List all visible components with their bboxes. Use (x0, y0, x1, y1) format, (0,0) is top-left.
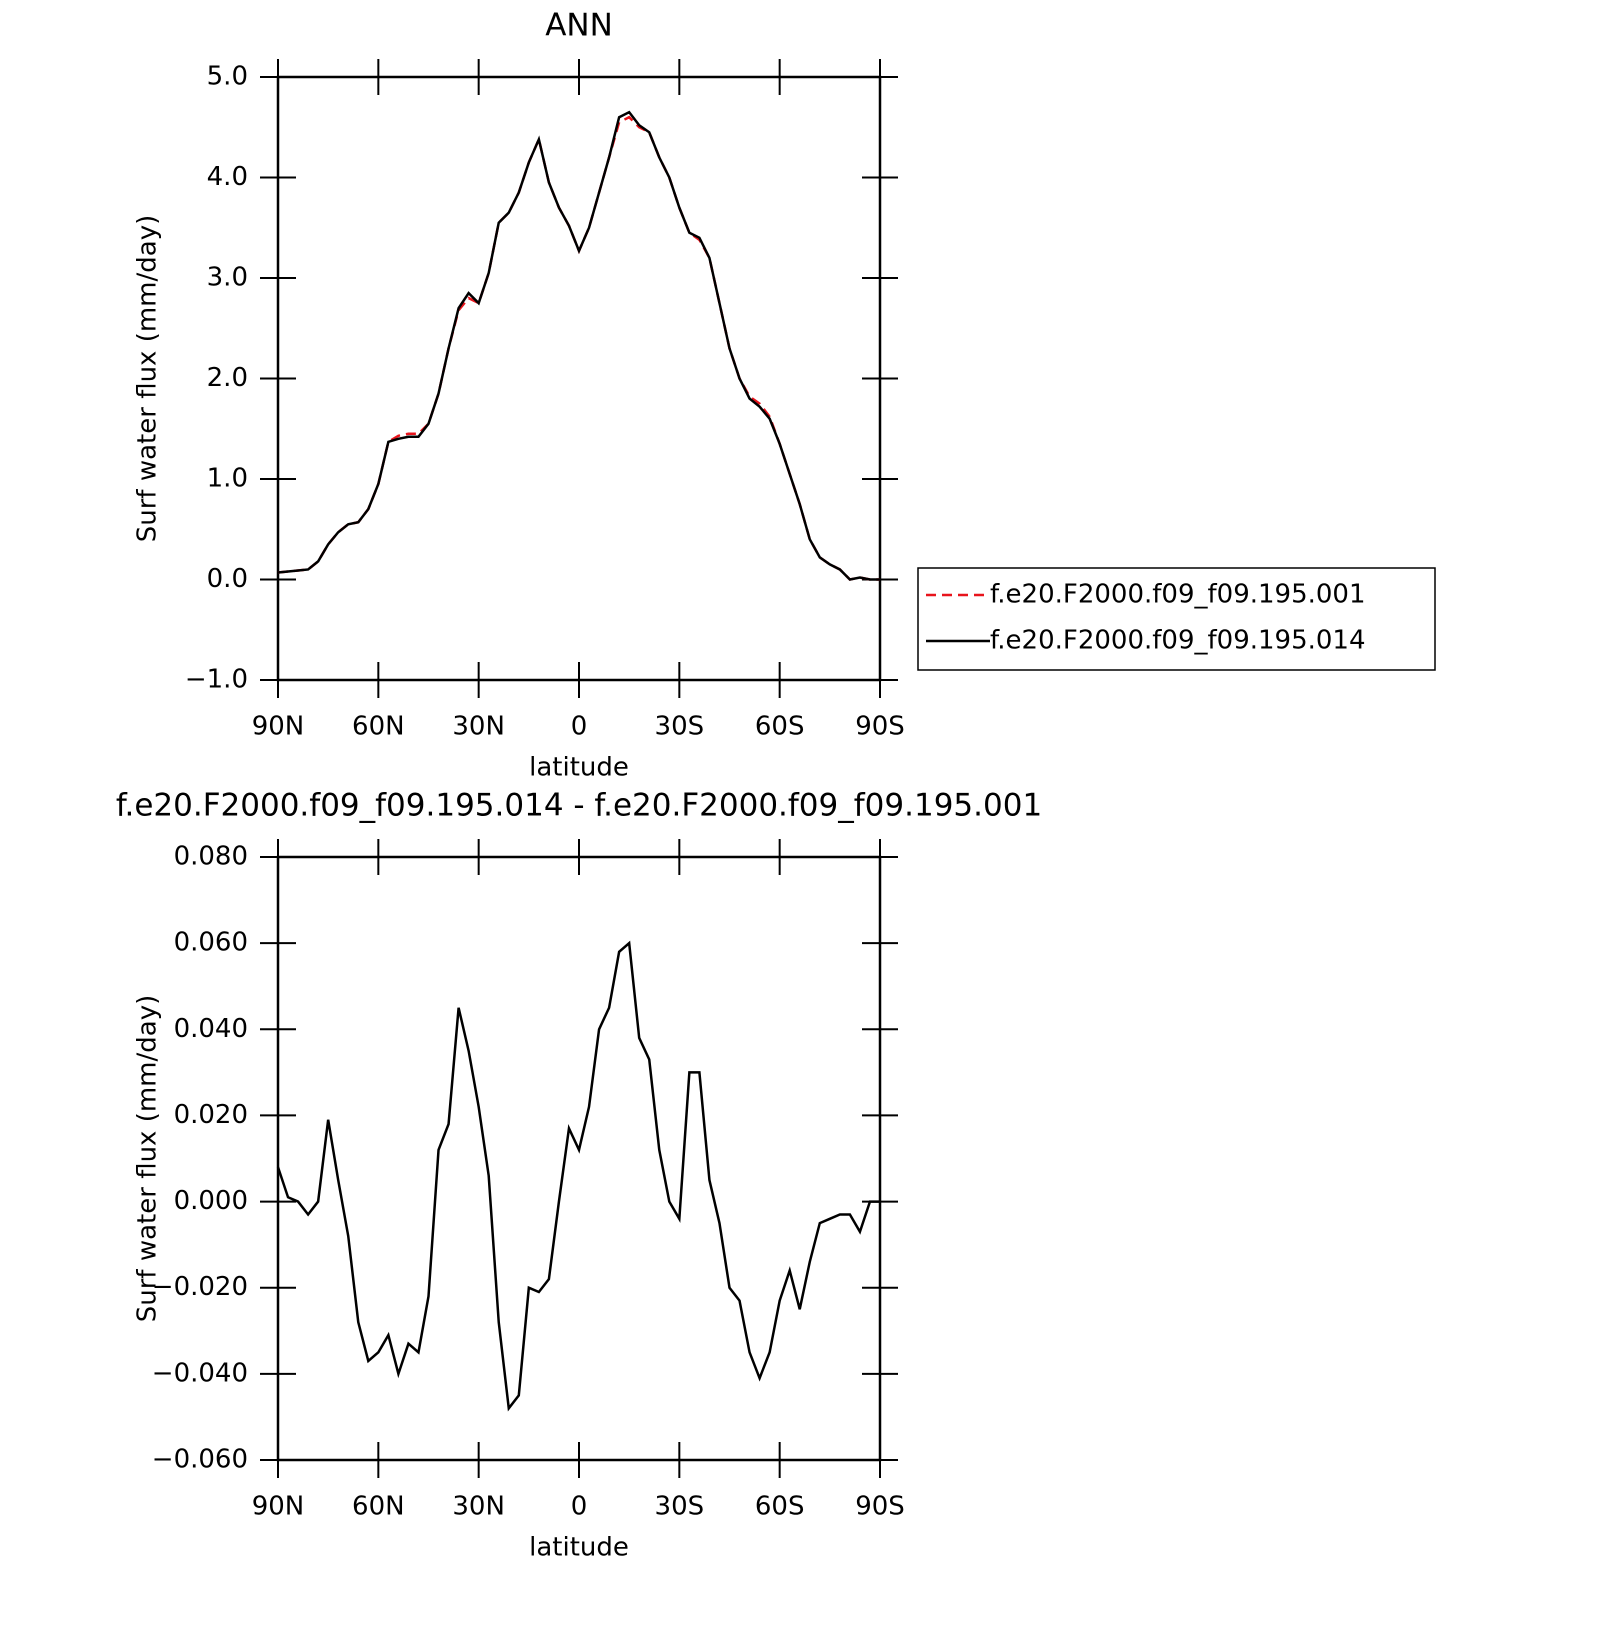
x-axis-label: latitude (529, 1533, 629, 1563)
y-tick-label: 0.0 (207, 564, 248, 594)
x-tick-label: 0 (571, 712, 588, 742)
y-tick-label: −1.0 (185, 665, 248, 695)
y-tick-label: 4.0 (207, 162, 248, 192)
y-tick-label: −0.060 (152, 1445, 248, 1475)
x-tick-label: 30N (452, 1492, 505, 1522)
x-tick-label: 60S (755, 1492, 805, 1522)
x-tick-label: 60N (352, 1492, 405, 1522)
x-tick-label: 30S (655, 712, 705, 742)
chart-title: ANN (545, 8, 613, 44)
series-line (277, 110, 880, 581)
x-tick-label: 90S (855, 1492, 905, 1522)
y-tick-label: 1.0 (207, 464, 248, 494)
legend-label: f.e20.F2000.f09_f09.195.001 (990, 580, 1366, 610)
y-tick-label: 2.0 (207, 363, 248, 393)
x-tick-label: 30S (655, 1492, 705, 1522)
x-tick-label: 60S (755, 712, 805, 742)
y-tick-label: −0.040 (152, 1358, 248, 1388)
x-tick-label: 0 (571, 1492, 588, 1522)
x-tick-label: 60N (352, 712, 405, 742)
y-tick-label: 5.0 (207, 62, 248, 92)
y-axis-label: Surf water flux (mm/day) (133, 215, 163, 542)
y-tick-label: 0.060 (174, 928, 248, 958)
y-tick-label: 0.040 (174, 1014, 248, 1044)
x-tick-label: 30N (452, 712, 505, 742)
y-tick-label: 0.080 (174, 842, 248, 872)
x-tick-label: 90N (252, 712, 305, 742)
y-tick-label: 0.020 (174, 1100, 248, 1130)
x-tick-label: 90S (855, 712, 905, 742)
series-line (276, 940, 880, 1412)
legend-label: f.e20.F2000.f09_f09.195.014 (990, 626, 1366, 656)
plot-frame (276, 855, 882, 1462)
x-tick-label: 90N (252, 1492, 305, 1522)
y-axis-label: Surf water flux (mm/day) (133, 995, 163, 1322)
chart-title: f.e20.F2000.f09_f09.195.014 - f.e20.F200… (116, 788, 1042, 824)
legend-box (917, 567, 1436, 671)
x-axis-label: latitude (529, 753, 629, 783)
y-tick-label: −0.020 (152, 1272, 248, 1302)
y-tick-label: 3.0 (207, 263, 248, 293)
y-tick-label: 0.000 (174, 1186, 248, 1216)
plot-frame (276, 75, 882, 682)
